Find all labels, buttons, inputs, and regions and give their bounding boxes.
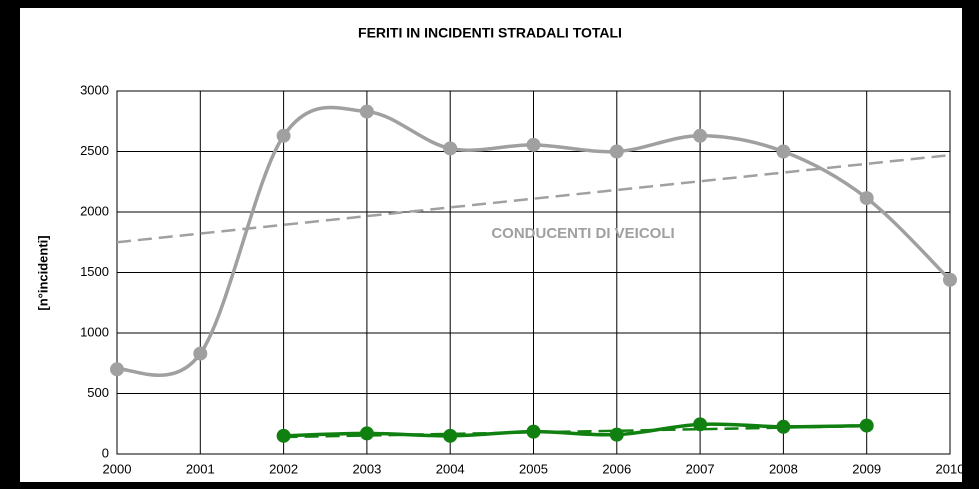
data-point: [859, 191, 874, 206]
data-point: [609, 427, 624, 442]
series-line: [116, 153, 951, 244]
data-point: [776, 144, 791, 159]
x-tick-label: 2003: [352, 461, 381, 476]
annotation: CONDUCENTI DI VEICOLI: [491, 225, 674, 242]
data-point: [359, 104, 374, 119]
data-point: [943, 272, 957, 287]
chart-title: FERITI IN INCIDENTI STRADALI TOTALI: [358, 25, 622, 41]
data-point: [776, 419, 791, 434]
x-tick-label: 2001: [186, 461, 215, 476]
y-tick-label: 3000: [80, 82, 109, 97]
x-tick-label: 2002: [269, 461, 298, 476]
data-point: [443, 428, 458, 443]
y-tick-label: 500: [87, 385, 109, 400]
data-point: [110, 362, 124, 377]
data-point: [359, 426, 374, 441]
x-tick-label: 2010: [936, 461, 965, 476]
data-point: [526, 424, 541, 439]
y-axis-label: [n°incidenti]: [35, 235, 50, 310]
data-point: [693, 128, 708, 143]
y-tick-label: 2500: [80, 143, 109, 158]
x-tick-label: 2006: [602, 461, 631, 476]
x-tick-label: 2009: [852, 461, 881, 476]
series-line: [283, 422, 867, 438]
data-point: [859, 418, 874, 433]
data-point: [693, 417, 708, 432]
x-tick-label: 2008: [769, 461, 798, 476]
x-tick-label: 2007: [686, 461, 715, 476]
series-line: [116, 105, 952, 378]
x-tick-label: 2004: [436, 461, 465, 476]
data-point: [609, 144, 624, 159]
y-tick-label: 1000: [80, 324, 109, 339]
data-point: [193, 346, 208, 361]
x-tick-label: 2000: [103, 461, 132, 476]
data-point: [276, 128, 291, 143]
y-tick-label: 2000: [80, 203, 109, 218]
data-point: [443, 141, 458, 156]
data-point: [276, 428, 291, 443]
y-tick-label: 1500: [80, 264, 109, 279]
data-point: [526, 137, 541, 152]
y-tick-label: 0: [102, 445, 109, 460]
x-tick-label: 2005: [519, 461, 548, 476]
